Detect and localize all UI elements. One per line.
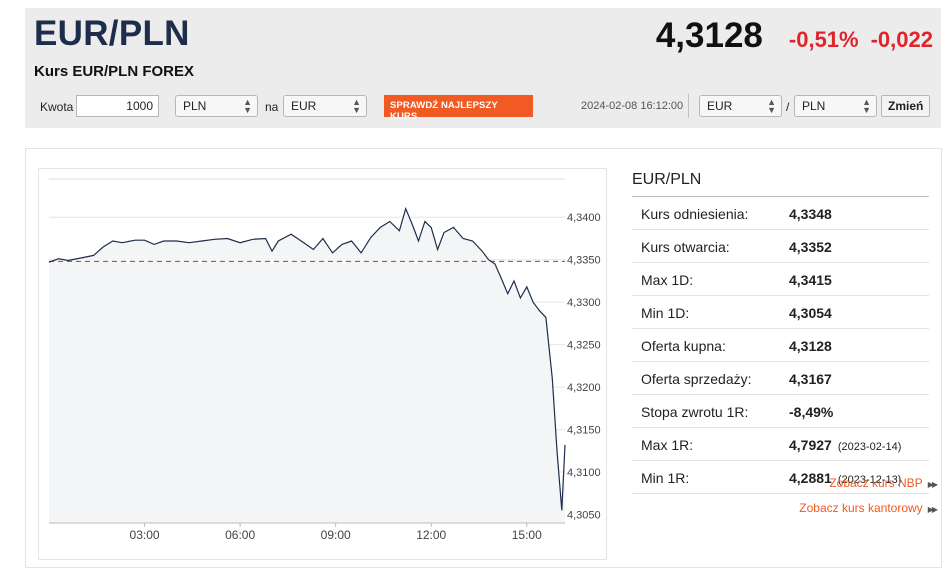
double-arrow-icon: ▶▶ <box>927 480 938 489</box>
change-percent: -0,51% <box>788 27 859 52</box>
stat-value-text: -8,49% <box>789 404 834 420</box>
stat-label: Max 1R: <box>641 437 694 453</box>
stat-label: Min 1R: <box>641 470 690 486</box>
stat-label: Stopa zwrotu 1R: <box>641 404 749 420</box>
stat-value-text: 4,3167 <box>789 371 832 387</box>
stat-value: 4,7927 (2023-02-14) <box>789 437 901 453</box>
pair-quote-select[interactable]: PLN ▲ ▼ <box>794 95 877 117</box>
y-tick-label: 4,3200 <box>567 382 601 394</box>
y-tick-label: 4,3150 <box>567 425 601 437</box>
y-tick-label: 4,3300 <box>567 297 601 309</box>
quote-summary: 4,3128 -0,51% -0,022 <box>656 16 933 56</box>
stat-row: Min 1R: 4,2881 (2023-12-13) <box>632 461 929 494</box>
nbp-rate-link-label: Zobacz kurs NBP <box>829 476 923 490</box>
quote-header: EUR/PLN Kurs EUR/PLN FOREX 4,3128 -0,51%… <box>25 8 941 128</box>
pair-base-select[interactable]: EUR ▲ ▼ <box>699 95 782 117</box>
stat-value-text: 4,3352 <box>789 239 832 255</box>
to-label: na <box>265 100 279 114</box>
stats-rows: Kurs odniesienia: 4,3348 Kurs otwarcia: 4,3… <box>632 197 929 494</box>
more-links: Zobacz kurs NBP ▶▶ Zobacz kurs kantorowy ▶… <box>799 476 938 526</box>
to-currency-value: EUR <box>291 99 317 113</box>
stat-date: (2023-02-14) <box>837 441 902 453</box>
select-arrows-icon: ▲ ▼ <box>767 97 776 115</box>
x-tick-label: 09:00 <box>321 528 351 542</box>
amount-label: Kwota <box>40 100 74 114</box>
best-rate-button[interactable]: SPRAWDŹ NAJLEPSZY KURS <box>384 95 533 122</box>
stat-label: Oferta kupna: <box>641 338 726 354</box>
stat-value-text: 4,3348 <box>789 206 832 222</box>
stat-row: Stopa zwrotu 1R: -8,49% <box>632 395 929 428</box>
y-tick-label: 4,3400 <box>567 212 601 224</box>
stat-value-text: 4,2881 <box>789 470 832 486</box>
stat-value: 4,3415 <box>789 272 832 288</box>
page-subtitle: Kurs EUR/PLN FOREX <box>34 63 195 80</box>
converter-form: Kwota 1000 PLN ▲ ▼ na EUR ▲ ▼ SPRAWDŹ NAJL… <box>25 94 941 122</box>
stat-row: Min 1D: 4,3054 <box>632 296 929 329</box>
double-arrow-icon: ▶▶ <box>927 505 938 514</box>
stat-row: Kurs otwarcia: 4,3352 <box>632 230 929 263</box>
pair-separator: / <box>786 100 790 114</box>
x-tick-label: 03:00 <box>130 528 160 542</box>
intraday-chart: 4,3400 4,3350 4,3300 4,3250 4,3200 4,3150 4,31… <box>38 168 607 560</box>
pair-quote-value: PLN <box>802 99 826 113</box>
quote-timestamp: 2024-02-08 16:12:00 <box>581 100 684 112</box>
stat-value-text: 4,3128 <box>789 338 832 354</box>
page-title: EUR/PLN <box>34 14 190 53</box>
y-tick-label: 4,3350 <box>567 255 601 267</box>
stat-row: Max 1D: 4,3415 <box>632 263 929 296</box>
nbp-rate-link[interactable]: Zobacz kurs NBP ▶▶ <box>799 476 938 501</box>
stat-value-text: 4,3054 <box>789 305 832 321</box>
select-arrows-icon: ▲ ▼ <box>243 97 252 115</box>
current-rate: 4,3128 <box>655 16 763 55</box>
select-arrows-icon: ▲ ▼ <box>862 97 871 115</box>
kantor-rate-link-label: Zobacz kurs kantorowy <box>799 501 923 515</box>
chart-svg: 4,3400 4,3350 4,3300 4,3250 4,3200 4,3150 4,31… <box>48 178 601 542</box>
stat-value: 4,3167 <box>789 371 832 387</box>
stat-value: 4,3352 <box>789 239 832 255</box>
select-arrows-icon: ▲ ▼ <box>352 97 361 115</box>
stat-value: 4,3054 <box>789 305 832 321</box>
y-tick-label: 4,3050 <box>567 510 601 522</box>
stats-title: EUR/PLN <box>632 166 929 197</box>
stat-value: 4,3348 <box>789 206 832 222</box>
stat-date: (2023-12-13) <box>837 474 902 486</box>
stat-row: Oferta kupna: 4,3128 <box>632 329 929 362</box>
stat-label: Max 1D: <box>641 272 694 288</box>
stat-value-text: 4,3415 <box>789 272 832 288</box>
x-tick-label: 06:00 <box>225 528 255 542</box>
x-tick-label: 15:00 <box>512 528 542 542</box>
kantor-rate-link[interactable]: Zobacz kurs kantorowy ▶▶ <box>799 501 938 526</box>
stat-value: 4,3128 <box>789 338 832 354</box>
stat-label: Kurs odniesienia: <box>641 206 749 222</box>
divider <box>688 94 689 118</box>
stats-table: EUR/PLN Kurs odniesienia: 4,3348 Kurs otwa… <box>632 166 929 494</box>
y-tick-label: 4,3250 <box>567 340 601 352</box>
x-tick-label: 12:00 <box>416 528 446 542</box>
stat-value: 4,2881 (2023-12-13) <box>789 470 901 486</box>
stat-value: -8,49% <box>789 404 833 420</box>
stat-row: Max 1R: 4,7927 (2023-02-14) <box>632 428 929 461</box>
stat-label: Min 1D: <box>641 305 690 321</box>
stat-value-text: 4,7927 <box>789 437 832 453</box>
change-pair-button[interactable]: Zmień <box>881 95 931 117</box>
stat-label: Oferta sprzedaży: <box>641 371 752 387</box>
from-currency-value: PLN <box>183 99 207 113</box>
price-series-line <box>48 206 566 511</box>
stat-label: Kurs otwarcia: <box>641 239 730 255</box>
stat-row: Kurs odniesienia: 4,3348 <box>632 197 929 230</box>
chart-area-fill <box>49 208 565 523</box>
y-tick-label: 4,3100 <box>567 467 601 479</box>
stat-row: Oferta sprzedaży: 4,3167 <box>632 362 929 395</box>
from-currency-select[interactable]: PLN ▲ ▼ <box>175 95 258 117</box>
to-currency-select[interactable]: EUR ▲ ▼ <box>283 95 367 117</box>
pair-base-value: EUR <box>707 99 733 113</box>
amount-input[interactable]: 1000 <box>76 95 159 117</box>
change-absolute: -0,022 <box>870 27 933 52</box>
